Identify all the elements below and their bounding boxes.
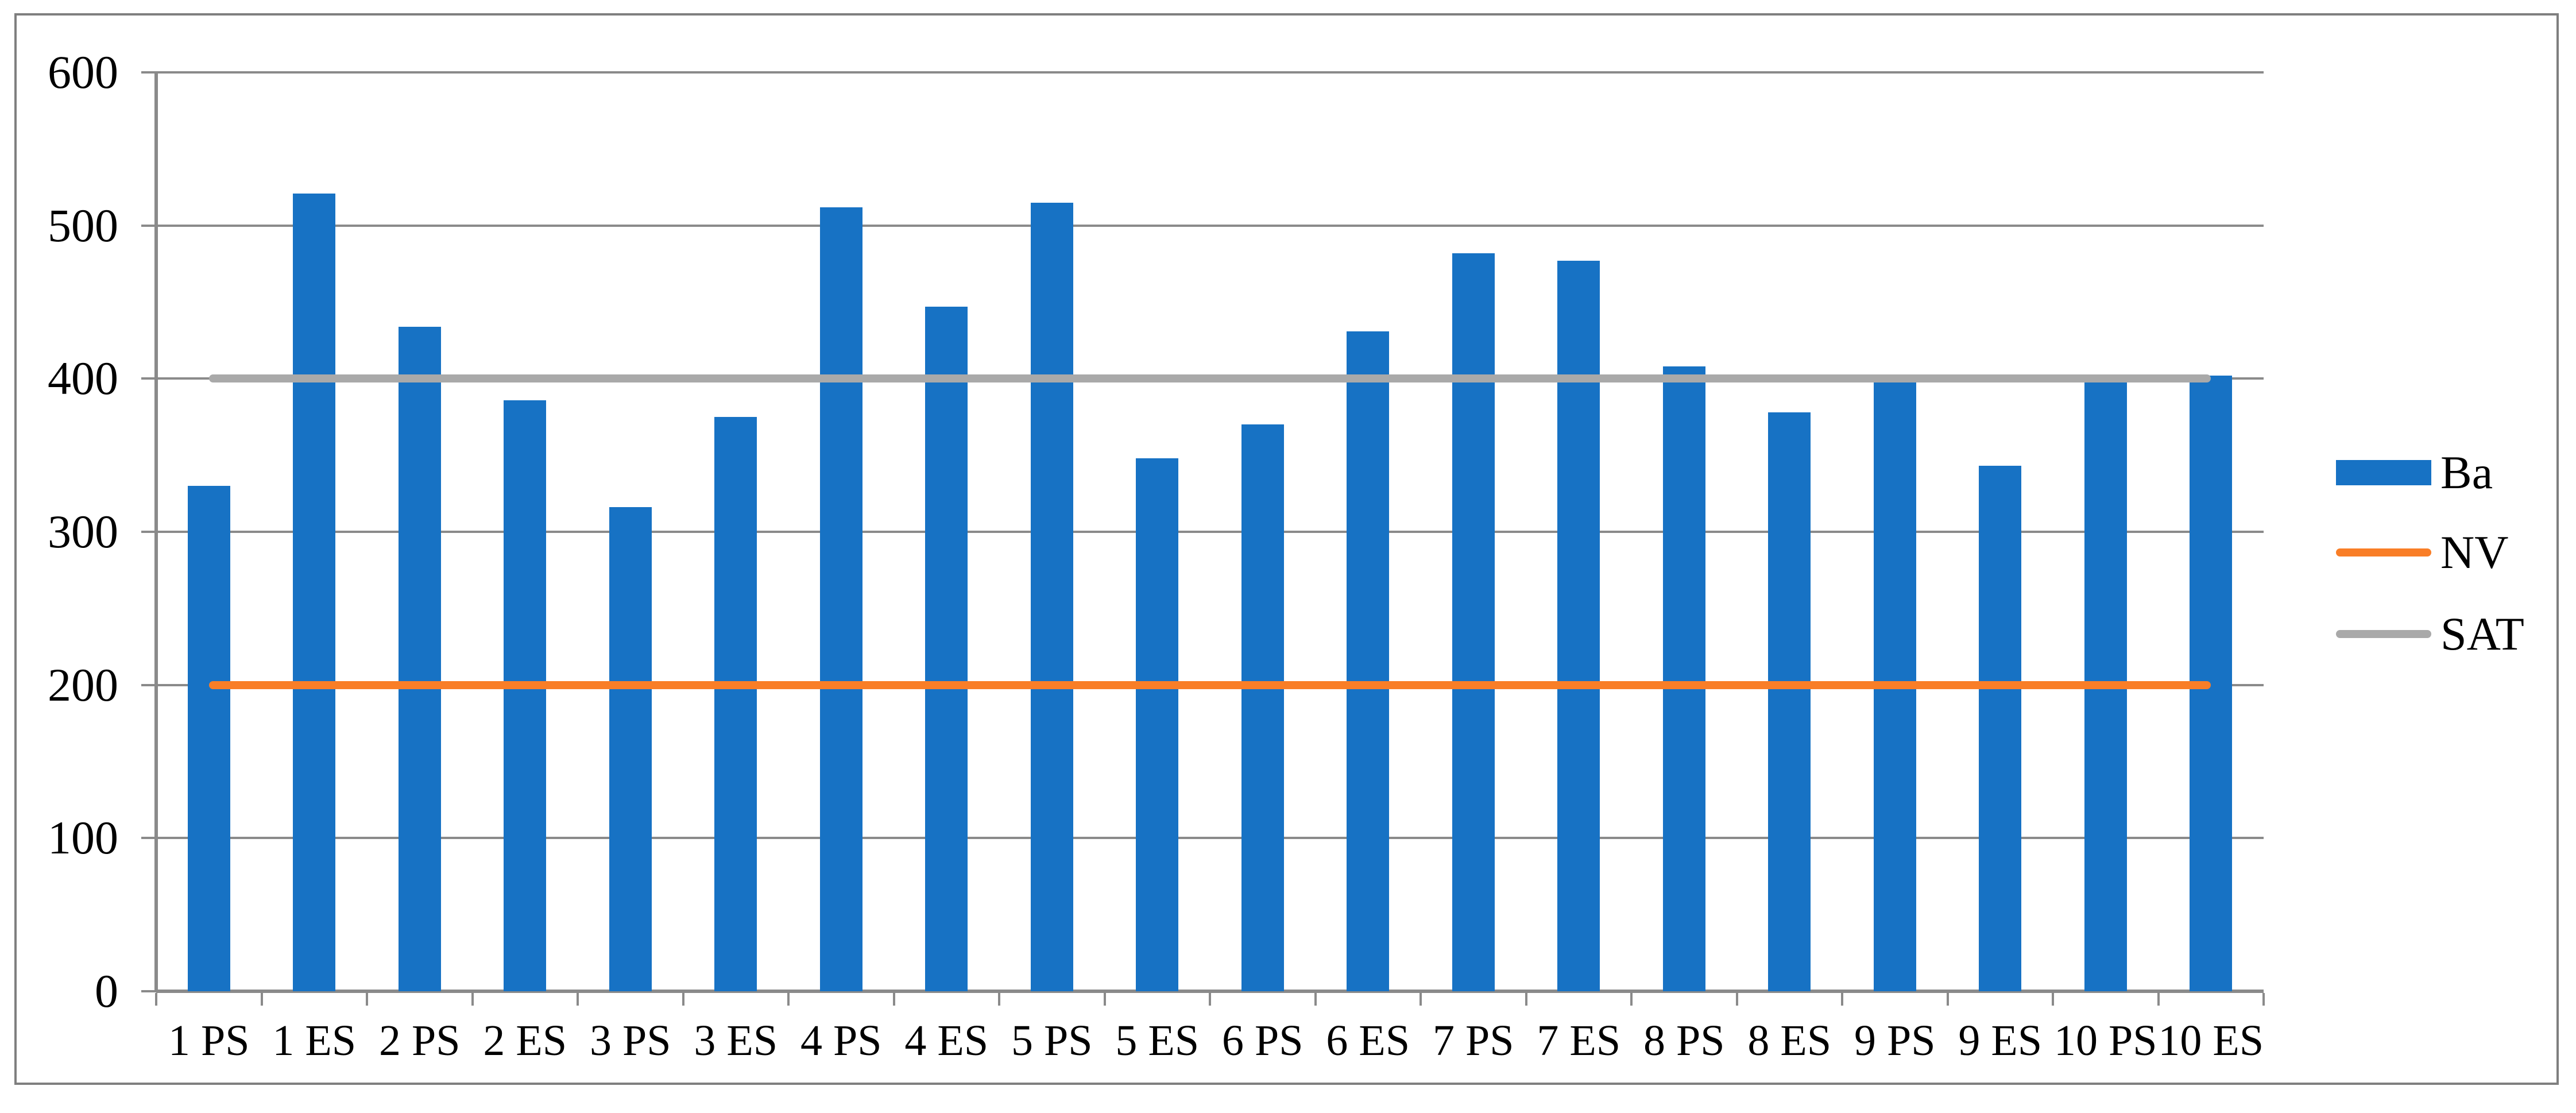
x-tick-label-3-es: 3 ES (694, 1017, 778, 1065)
legend-item-nv: NV (2320, 518, 2573, 587)
bar-6-ps (1241, 424, 1284, 991)
bar-7-ps (1452, 253, 1495, 991)
figure-border (14, 13, 2559, 1085)
y-gridline-600 (156, 71, 2264, 74)
y-tick-300 (141, 531, 156, 533)
x-tick-10 (1209, 993, 1211, 1006)
x-tick-9 (1103, 993, 1106, 1006)
x-tick-label-4-es: 4 ES (904, 1017, 989, 1065)
bar-4-ps (819, 207, 862, 991)
x-tick-label-5-ps: 5 PS (1011, 1017, 1093, 1065)
x-tick-2 (366, 993, 368, 1006)
y-axis-line (154, 72, 158, 991)
y-gridline-300 (156, 531, 2264, 533)
x-tick-15 (1735, 993, 1738, 1006)
legend-swatch-sat (2336, 630, 2431, 638)
x-tick-16 (1841, 993, 1843, 1006)
x-tick-label-9-es: 9 ES (1958, 1017, 2043, 1065)
legend: Ba NV SAT (2320, 436, 2573, 678)
legend-item-sat: SAT (2320, 600, 2573, 668)
x-tick-19 (2157, 993, 2160, 1006)
x-tick-label-2-es: 2 ES (483, 1017, 567, 1065)
y-tick-100 (141, 837, 156, 840)
bar-7-es (1557, 261, 1600, 991)
x-tick-4 (577, 993, 579, 1006)
legend-label-ba: Ba (2440, 446, 2493, 498)
x-tick-17 (1946, 993, 1949, 1006)
x-tick-3 (471, 993, 474, 1006)
x-tick-12 (1419, 993, 1422, 1006)
x-tick-5 (682, 993, 684, 1006)
bar-1-es (293, 193, 336, 991)
x-tick-label-10-es: 10 ES (2158, 1017, 2264, 1065)
x-tick-14 (1630, 993, 1633, 1006)
x-tick-label-8-ps: 8 PS (1643, 1017, 1725, 1065)
y-gridline-100 (156, 837, 2264, 840)
y-tick-label-100: 100 (48, 811, 118, 864)
y-tick-label-300: 300 (48, 505, 118, 558)
x-tick-label-10-ps: 10 PS (2053, 1017, 2157, 1065)
bar-9-es (1979, 466, 2022, 991)
x-tick-label-7-ps: 7 PS (1432, 1017, 1514, 1065)
x-tick-6 (787, 993, 790, 1006)
y-tick-label-600: 600 (48, 46, 118, 98)
x-tick-20 (2262, 993, 2265, 1006)
x-tick-13 (1525, 993, 1527, 1006)
y-tick-0 (141, 990, 156, 992)
bar-6-es (1347, 331, 1390, 991)
nv-line (208, 681, 2211, 689)
x-tick-18 (2052, 993, 2054, 1006)
legend-swatch-nv (2336, 548, 2431, 556)
bar-2-ps (398, 326, 441, 991)
x-tick-label-1-es: 1 ES (272, 1017, 357, 1065)
bar-8-ps (1662, 366, 1705, 991)
x-tick-11 (1314, 993, 1317, 1006)
bar-3-es (714, 417, 757, 991)
bar-5-ps (1030, 202, 1073, 991)
x-tick-label-3-ps: 3 PS (589, 1017, 671, 1065)
x-tick-0 (155, 993, 157, 1006)
y-tick-label-200: 200 (48, 658, 118, 711)
x-tick-1 (260, 993, 263, 1006)
x-tick-8 (998, 993, 1000, 1006)
bar-5-es (1136, 458, 1179, 991)
y-tick-400 (141, 377, 156, 380)
x-tick-label-2-ps: 2 PS (378, 1017, 461, 1065)
x-tick-label-1-ps: 1 PS (168, 1017, 250, 1065)
legend-label-sat: SAT (2440, 608, 2524, 660)
x-tick-label-6-ps: 6 PS (1221, 1017, 1304, 1065)
legend-swatch-ba (2336, 460, 2431, 485)
legend-label-nv: NV (2440, 526, 2509, 578)
x-tick-label-8-es: 8 ES (1747, 1017, 1832, 1065)
sat-line (208, 374, 2211, 383)
bar-8-es (1768, 412, 1811, 991)
bar-4-es (925, 307, 968, 991)
bar-1-ps (187, 486, 230, 991)
x-tick-label-6-es: 6 ES (1326, 1017, 1410, 1065)
x-tick-7 (892, 993, 895, 1006)
x-tick-label-7-es: 7 ES (1537, 1017, 1621, 1065)
x-tick-label-5-es: 5 ES (1115, 1017, 1200, 1065)
x-tick-label-4-ps: 4 PS (800, 1017, 882, 1065)
y-gridline-500 (156, 224, 2264, 227)
bar-3-ps (609, 507, 652, 991)
legend-item-ba: Ba (2320, 438, 2573, 507)
bar-2-es (504, 400, 547, 991)
x-axis-line (156, 990, 2264, 993)
y-tick-500 (141, 224, 156, 227)
y-tick-600 (141, 71, 156, 74)
y-tick-label-0: 0 (95, 965, 118, 1017)
y-tick-200 (141, 683, 156, 686)
y-tick-label-500: 500 (48, 199, 118, 252)
y-tick-label-400: 400 (48, 352, 118, 405)
x-tick-label-9-ps: 9 PS (1854, 1017, 1936, 1065)
